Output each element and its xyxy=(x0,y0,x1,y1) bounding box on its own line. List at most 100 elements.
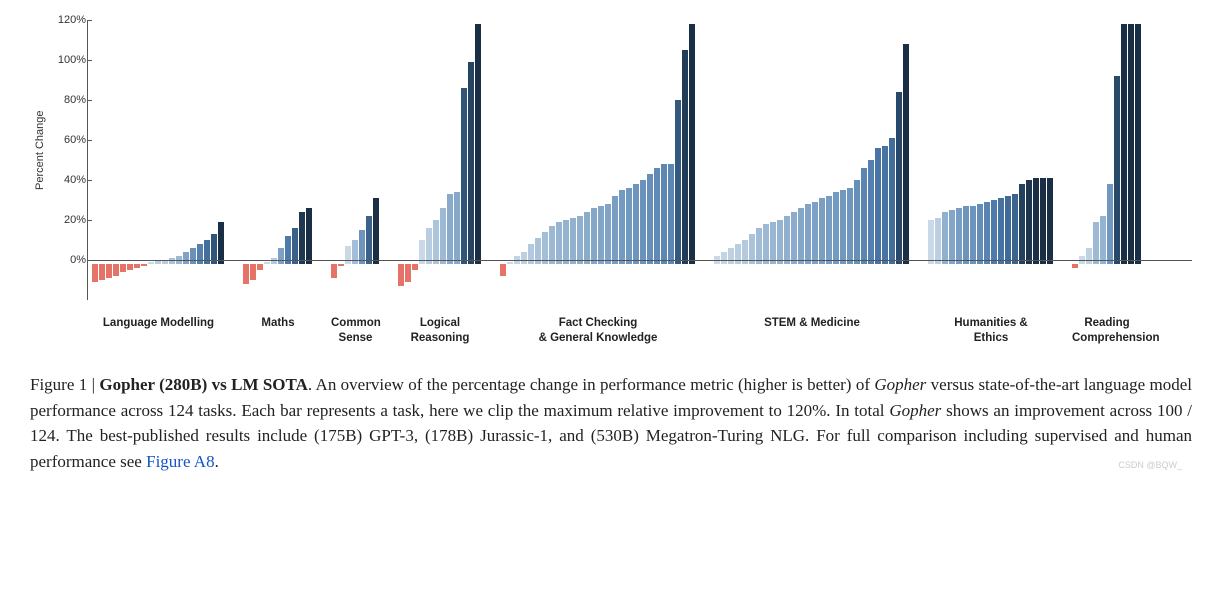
bar xyxy=(675,24,681,304)
bar-rect xyxy=(777,220,783,264)
bar xyxy=(840,24,846,304)
bar xyxy=(598,24,604,304)
bar xyxy=(521,24,527,304)
bar xyxy=(475,24,481,304)
bar xyxy=(155,24,161,304)
bar xyxy=(977,24,983,304)
bar-rect xyxy=(854,180,860,264)
bar-rect xyxy=(556,222,562,264)
bar xyxy=(1093,24,1099,304)
bar-rect xyxy=(977,204,983,264)
bar xyxy=(447,24,453,304)
bar-rect xyxy=(689,24,695,264)
figure-caption: Figure 1 | Gopher (280B) vs LM SOTA. An … xyxy=(30,372,1192,474)
bar xyxy=(556,24,562,304)
bar xyxy=(306,24,312,304)
bar xyxy=(183,24,189,304)
bar-rect xyxy=(1107,184,1113,264)
bar xyxy=(1107,24,1113,304)
caption-prefix: Figure 1 | xyxy=(30,375,99,394)
bar xyxy=(366,24,372,304)
bar-rect xyxy=(812,202,818,264)
bar xyxy=(134,24,140,304)
bar xyxy=(819,24,825,304)
y-tick-mark xyxy=(87,60,92,61)
bar-rect xyxy=(183,252,189,264)
bar xyxy=(956,24,962,304)
bar xyxy=(514,24,520,304)
bar-rect xyxy=(847,188,853,264)
bar xyxy=(264,24,270,304)
bar xyxy=(440,24,446,304)
bar-rect xyxy=(366,216,372,264)
bar xyxy=(682,24,688,304)
bar-rect xyxy=(468,62,474,264)
caption-italic-1: Gopher xyxy=(874,375,926,394)
bar-rect xyxy=(292,228,298,264)
bar xyxy=(292,24,298,304)
bar-rect xyxy=(563,220,569,264)
bar xyxy=(1135,24,1141,304)
caption-link[interactable]: Figure A8 xyxy=(146,452,214,471)
bars-container xyxy=(500,20,696,304)
bar xyxy=(419,24,425,304)
bar xyxy=(190,24,196,304)
bar xyxy=(162,24,168,304)
bar xyxy=(868,24,874,304)
group-label: STEM & Medicine xyxy=(714,304,910,350)
bar-rect xyxy=(461,88,467,264)
bar xyxy=(791,24,797,304)
bar xyxy=(963,24,969,304)
bar xyxy=(1086,24,1092,304)
bar-group: LogicalReasoning xyxy=(398,20,482,350)
bar-rect xyxy=(148,262,154,264)
plot-area: Language ModellingMathsCommonSenseLogica… xyxy=(92,20,1192,350)
bar xyxy=(749,24,755,304)
bar-rect xyxy=(454,192,460,264)
bars-container xyxy=(1072,20,1142,304)
bar-rect xyxy=(1026,180,1032,264)
bar-rect xyxy=(106,264,112,278)
bar-rect xyxy=(500,264,506,276)
y-axis-label: Percent Change xyxy=(30,20,50,280)
group-label: LogicalReasoning xyxy=(398,304,482,350)
group-label: Language Modelling xyxy=(92,304,225,350)
bar xyxy=(106,24,112,304)
bar xyxy=(1019,24,1025,304)
bar-rect xyxy=(250,264,256,280)
bar-rect xyxy=(331,264,337,278)
bar-rect xyxy=(868,160,874,264)
bar-rect xyxy=(605,204,611,264)
bar xyxy=(500,24,506,304)
bar-rect xyxy=(584,212,590,264)
bar-rect xyxy=(440,208,446,264)
bar xyxy=(728,24,734,304)
bar xyxy=(826,24,832,304)
zero-line xyxy=(92,260,1192,261)
bars-container xyxy=(92,20,225,304)
bar xyxy=(461,24,467,304)
bar-rect xyxy=(1012,194,1018,264)
bar-rect xyxy=(682,50,688,264)
bar xyxy=(928,24,934,304)
bar xyxy=(1072,24,1078,304)
bar-rect xyxy=(99,264,105,280)
bar xyxy=(120,24,126,304)
bar xyxy=(784,24,790,304)
bar-rect xyxy=(306,208,312,264)
y-axis-line xyxy=(87,20,88,300)
bar-rect xyxy=(190,248,196,264)
bar xyxy=(714,24,720,304)
bar-rect xyxy=(577,216,583,264)
bar xyxy=(352,24,358,304)
y-tick-label: 40% xyxy=(64,174,86,186)
bar xyxy=(373,24,379,304)
bar-rect xyxy=(1114,76,1120,264)
bar xyxy=(338,24,344,304)
bar xyxy=(984,24,990,304)
bar-rect xyxy=(598,206,604,264)
bar xyxy=(998,24,1004,304)
bar xyxy=(359,24,365,304)
bar xyxy=(1012,24,1018,304)
y-axis-ticks: 0%20%40%60%80%100%120% xyxy=(50,20,92,300)
